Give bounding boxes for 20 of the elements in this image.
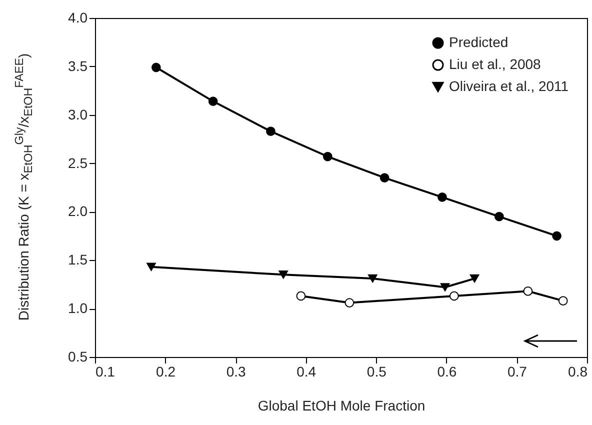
y-tick-label: 1.0 [68,300,88,316]
x-tick-label: 0.4 [296,364,316,380]
x-axis-title: Global EtOH Mole Fraction [258,398,426,414]
y-tick-label: 2.5 [68,154,88,171]
y-tick-label: 4.0 [68,10,88,26]
x-tick-label: 0.2 [156,364,176,380]
x-tick-label: 0.3 [226,364,246,380]
y-tick-label: 2.0 [68,203,88,220]
x-tick-label: 0.5 [366,364,387,380]
y-tick-label: 3.5 [68,58,88,74]
x-tick-label: 0.8 [568,364,588,380]
y-tick-label: 0.5 [68,348,88,364]
y-tick-label: 1.5 [68,252,88,268]
legend-label: Oliveira et al., 2011 [449,78,569,94]
legend-label: Liu et al., 2008 [449,56,542,72]
x-tick-label: 0.7 [507,364,528,380]
y-tick-label: 3.0 [68,106,88,122]
x-tick-label: 0.6 [437,364,457,380]
legend-label: Predicted [449,34,508,50]
x-tick-label: 0.1 [96,364,116,380]
